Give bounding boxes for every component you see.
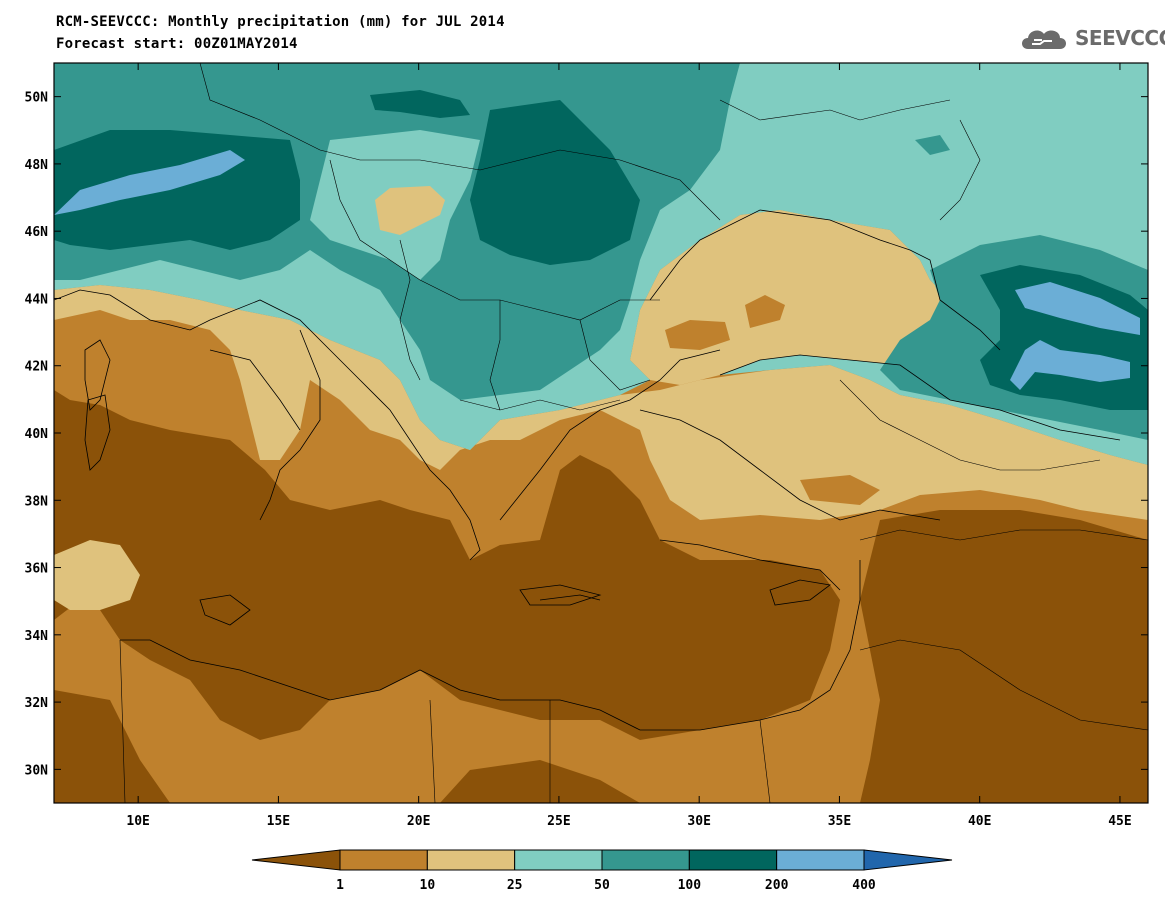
field-1-10-patch-b <box>745 295 785 328</box>
field-lt1-africa <box>54 690 170 803</box>
longitude-axis: 10E 15E 20E 25E 30E 35E 40E 45E <box>126 63 1132 829</box>
field-200-400-caucasus-b <box>1010 340 1130 390</box>
y-tick-label: 44N <box>25 292 49 307</box>
field-1-10-patch-a <box>665 320 730 350</box>
legend-label: 25 <box>507 878 523 893</box>
legend-swatch <box>776 849 865 871</box>
field-100-200-poland <box>370 90 470 118</box>
seevccc-logo: SEEVCCC <box>1018 22 1165 54</box>
legend-label: 100 <box>678 878 702 893</box>
legend-swatch-max <box>863 849 953 871</box>
field-10-25-north <box>54 285 1148 520</box>
precip-fields <box>54 63 1148 803</box>
cloud-icon <box>1022 30 1066 49</box>
y-tick-label: 48N <box>25 158 49 173</box>
legend-swatch <box>339 849 428 871</box>
y-tick-label: 42N <box>25 360 49 375</box>
x-tick-label: 25E <box>547 814 570 829</box>
legend-label: 400 <box>852 878 876 893</box>
field-50-100-ne <box>915 135 950 155</box>
legend-swatch <box>601 849 690 871</box>
y-tick-label: 36N <box>25 562 49 577</box>
field-lt1-arabia <box>860 510 1148 803</box>
field-1-10-patch-c <box>800 475 880 505</box>
legend-label: 200 <box>765 878 789 893</box>
y-tick-label: 34N <box>25 629 49 644</box>
x-tick-label: 40E <box>968 814 991 829</box>
field-200-400-alps <box>54 150 245 215</box>
y-tick-label: 40N <box>25 427 49 442</box>
y-tick-label: 50N <box>25 91 49 106</box>
x-tick-label: 10E <box>126 814 149 829</box>
legend-swatch <box>426 849 516 871</box>
legend-label: 10 <box>420 878 436 893</box>
x-tick-label: 35E <box>828 814 851 829</box>
logo-text: SEEVCCC <box>1075 26 1165 50</box>
country-borders <box>119 63 1148 803</box>
x-tick-label: 45E <box>1108 814 1131 829</box>
x-tick-label: 30E <box>687 814 710 829</box>
map-title: RCM-SEEVCCC: Monthly precipitation (mm) … <box>56 14 505 30</box>
field-10-25-tunisia <box>54 540 140 610</box>
y-tick-label: 46N <box>25 225 49 240</box>
forecast-start-label: Forecast start: 00Z01MAY2014 <box>56 36 298 52</box>
coastlines <box>54 209 1121 731</box>
latitude-axis: 50N 48N 46N 44N 42N 40N 38N 36N 34N 32N 30N <box>25 91 1148 778</box>
y-tick-label: 38N <box>25 494 49 509</box>
x-tick-label: 20E <box>407 814 430 829</box>
legend-swatch <box>514 849 603 871</box>
y-tick-label: 30N <box>25 763 49 778</box>
y-tick-label: 32N <box>25 696 49 711</box>
field-200-400-caucasus-a <box>1015 282 1140 335</box>
field-lt1-mediterranean <box>54 390 840 740</box>
legend-swatch-min <box>251 849 341 871</box>
x-tick-label: 15E <box>267 814 290 829</box>
legend-label: 50 <box>594 878 610 893</box>
field-100-200-carpathians <box>470 100 640 265</box>
field-10-25-hungary-2 <box>375 186 445 235</box>
legend-swatch <box>688 849 778 871</box>
legend-label: 1 <box>336 878 344 893</box>
field-lt1-libya <box>440 760 640 803</box>
